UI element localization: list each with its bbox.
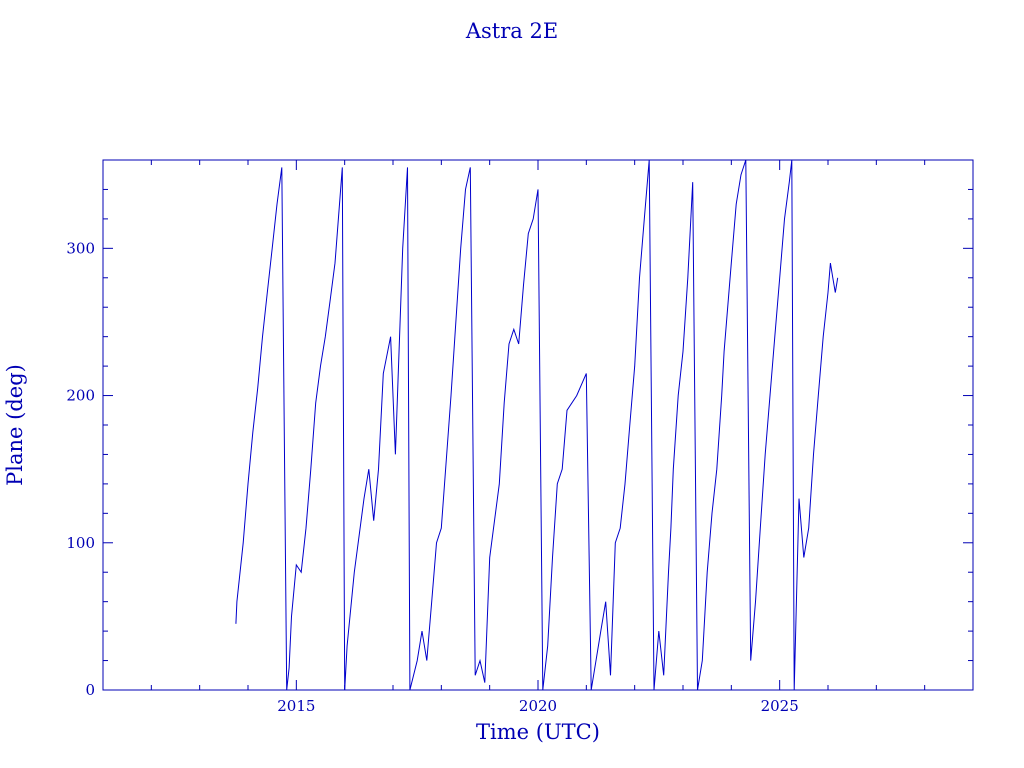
series-line — [235, 159, 839, 691]
y-tick-label: 300 — [66, 239, 95, 257]
x-tick-label: 2020 — [519, 697, 557, 715]
x-axis-label: Time (UTC) — [476, 720, 600, 744]
chart-title: Astra 2E — [465, 19, 558, 43]
axis-ticks — [102, 159, 974, 691]
y-tick-label: 100 — [66, 534, 95, 552]
y-axis-label: Plane (deg) — [3, 364, 27, 486]
x-tick-label: 2025 — [761, 697, 799, 715]
series-layer — [235, 159, 839, 691]
x-tick-label: 2015 — [277, 697, 315, 715]
tick-labels: 2015 2020 2025 0 100 200 300 — [66, 239, 798, 715]
y-tick-label: 0 — [85, 681, 95, 699]
y-tick-label: 200 — [66, 387, 95, 405]
